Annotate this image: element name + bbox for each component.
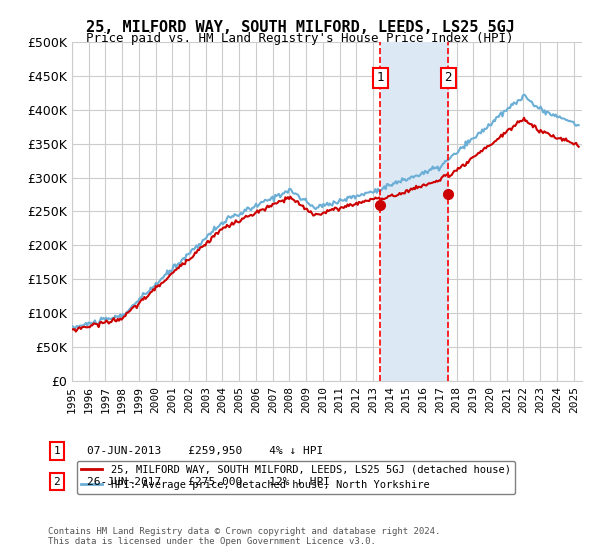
Text: 1: 1 — [377, 72, 384, 85]
Text: 26-JUN-2017    £275,000    12% ↓ HPI: 26-JUN-2017 £275,000 12% ↓ HPI — [87, 477, 330, 487]
Text: 1: 1 — [53, 446, 61, 456]
Text: Price paid vs. HM Land Registry's House Price Index (HPI): Price paid vs. HM Land Registry's House … — [86, 32, 514, 45]
Legend: 25, MILFORD WAY, SOUTH MILFORD, LEEDS, LS25 5GJ (detached house), HPI: Average p: 25, MILFORD WAY, SOUTH MILFORD, LEEDS, L… — [77, 460, 515, 494]
Text: 2: 2 — [53, 477, 61, 487]
Text: 25, MILFORD WAY, SOUTH MILFORD, LEEDS, LS25 5GJ: 25, MILFORD WAY, SOUTH MILFORD, LEEDS, L… — [86, 20, 514, 35]
Text: 2: 2 — [445, 72, 452, 85]
Text: 07-JUN-2013    £259,950    4% ↓ HPI: 07-JUN-2013 £259,950 4% ↓ HPI — [87, 446, 323, 456]
Text: Contains HM Land Registry data © Crown copyright and database right 2024.
This d: Contains HM Land Registry data © Crown c… — [48, 526, 440, 546]
